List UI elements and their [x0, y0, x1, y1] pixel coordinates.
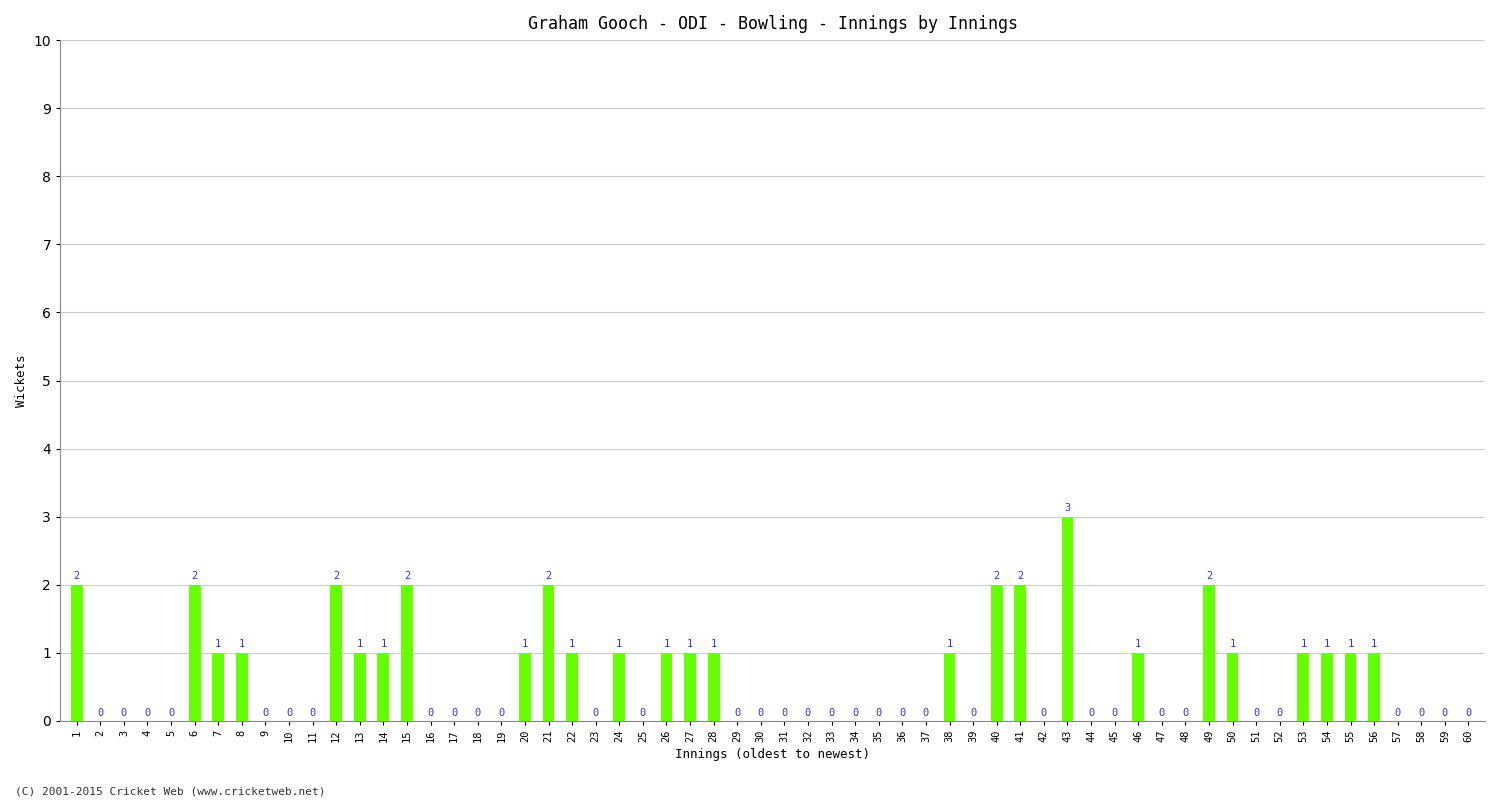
Text: 0: 0: [828, 707, 834, 718]
Text: 1: 1: [687, 639, 693, 650]
Text: 0: 0: [1252, 707, 1260, 718]
Text: 0: 0: [1418, 707, 1425, 718]
Bar: [400, 585, 412, 721]
Text: 0: 0: [1112, 707, 1118, 718]
Bar: [1298, 653, 1310, 721]
Bar: [1322, 653, 1334, 721]
Bar: [944, 653, 956, 721]
Text: 0: 0: [286, 707, 292, 718]
Bar: [378, 653, 390, 721]
Text: (C) 2001-2015 Cricket Web (www.cricketweb.net): (C) 2001-2015 Cricket Web (www.cricketwe…: [15, 786, 326, 796]
Text: 2: 2: [546, 571, 552, 582]
Bar: [189, 585, 201, 721]
Text: 2: 2: [404, 571, 410, 582]
Bar: [519, 653, 531, 721]
Bar: [1344, 653, 1356, 721]
Bar: [354, 653, 366, 721]
Text: 1: 1: [381, 639, 387, 650]
Text: 1: 1: [946, 639, 952, 650]
Text: 0: 0: [852, 707, 858, 718]
Y-axis label: Wickets: Wickets: [15, 354, 28, 406]
Text: 1: 1: [1371, 639, 1377, 650]
Text: 0: 0: [98, 707, 104, 718]
Bar: [1203, 585, 1215, 721]
Text: 0: 0: [639, 707, 646, 718]
Text: 0: 0: [1466, 707, 1472, 718]
Bar: [543, 585, 555, 721]
Text: 0: 0: [922, 707, 928, 718]
Text: 2: 2: [192, 571, 198, 582]
Text: 0: 0: [734, 707, 741, 718]
Bar: [708, 653, 720, 721]
Text: 2: 2: [1017, 571, 1023, 582]
Bar: [614, 653, 626, 721]
Text: 1: 1: [522, 639, 528, 650]
Text: 0: 0: [970, 707, 976, 718]
Text: 1: 1: [1324, 639, 1330, 650]
Text: 0: 0: [1041, 707, 1047, 718]
Text: 0: 0: [1395, 707, 1401, 718]
Text: 2: 2: [1206, 571, 1212, 582]
Bar: [236, 653, 248, 721]
Text: 1: 1: [1347, 639, 1353, 650]
Text: 3: 3: [1065, 503, 1071, 514]
Text: 0: 0: [309, 707, 315, 718]
Text: 0: 0: [144, 707, 150, 718]
Text: 0: 0: [876, 707, 882, 718]
Text: 1: 1: [214, 639, 222, 650]
Text: 0: 0: [758, 707, 764, 718]
Bar: [1227, 653, 1239, 721]
Text: 2: 2: [993, 571, 1000, 582]
Text: 0: 0: [592, 707, 598, 718]
Text: 1: 1: [663, 639, 669, 650]
Text: 1: 1: [238, 639, 244, 650]
Text: 1: 1: [1230, 639, 1236, 650]
Bar: [684, 653, 696, 721]
Text: 0: 0: [898, 707, 906, 718]
Text: 0: 0: [498, 707, 504, 718]
Bar: [566, 653, 578, 721]
Text: 0: 0: [1158, 707, 1166, 718]
Text: 0: 0: [1442, 707, 1448, 718]
Text: 0: 0: [474, 707, 482, 718]
Text: 1: 1: [568, 639, 574, 650]
Text: 0: 0: [782, 707, 788, 718]
Text: 0: 0: [1182, 707, 1188, 718]
Bar: [330, 585, 342, 721]
Bar: [992, 585, 1002, 721]
Text: 1: 1: [1136, 639, 1142, 650]
Bar: [1014, 585, 1026, 721]
Text: 0: 0: [262, 707, 268, 718]
X-axis label: Innings (oldest to newest): Innings (oldest to newest): [675, 748, 870, 761]
Text: 0: 0: [168, 707, 174, 718]
Text: 2: 2: [74, 571, 80, 582]
Bar: [660, 653, 672, 721]
Text: 0: 0: [122, 707, 128, 718]
Text: 0: 0: [1088, 707, 1094, 718]
Text: 1: 1: [711, 639, 717, 650]
Bar: [1368, 653, 1380, 721]
Text: 0: 0: [427, 707, 433, 718]
Title: Graham Gooch - ODI - Bowling - Innings by Innings: Graham Gooch - ODI - Bowling - Innings b…: [528, 15, 1017, 33]
Bar: [1132, 653, 1144, 721]
Text: 1: 1: [357, 639, 363, 650]
Text: 2: 2: [333, 571, 339, 582]
Text: 1: 1: [1300, 639, 1306, 650]
Text: 1: 1: [616, 639, 622, 650]
Text: 0: 0: [452, 707, 458, 718]
Text: 0: 0: [1276, 707, 1282, 718]
Bar: [70, 585, 82, 721]
Bar: [1062, 517, 1074, 721]
Bar: [213, 653, 223, 721]
Text: 0: 0: [806, 707, 812, 718]
